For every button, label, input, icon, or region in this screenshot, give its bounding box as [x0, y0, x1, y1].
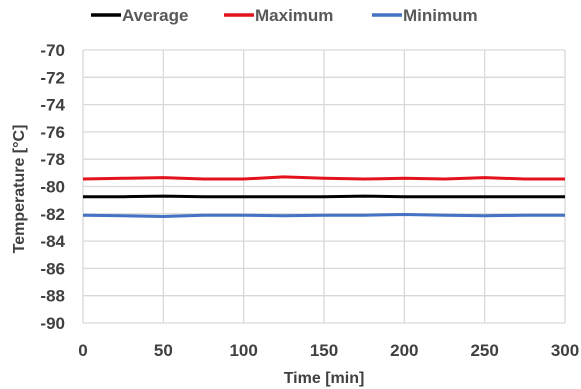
- x-tick-label: 0: [78, 341, 87, 360]
- x-tick-label: 250: [470, 341, 498, 360]
- y-tick-label: -84: [40, 232, 65, 251]
- y-tick-label: -74: [40, 96, 65, 115]
- legend-label-maximum: Maximum: [255, 6, 333, 25]
- chart-grid: [82, 49, 566, 324]
- x-axis-title: Time [min]: [284, 370, 365, 387]
- y-tick-label: -88: [40, 287, 65, 306]
- x-tick-label: 150: [310, 341, 338, 360]
- x-tick-label: 300: [551, 341, 579, 360]
- y-axis-title: Temperature [°C]: [11, 125, 28, 254]
- y-tick-label: -90: [40, 314, 65, 333]
- series-line-maximum: [82, 175, 565, 181]
- y-tick-label: -80: [40, 178, 65, 197]
- x-tick-label: 100: [229, 341, 257, 360]
- y-tick-label: -72: [40, 68, 65, 87]
- x-tick-label: 50: [154, 341, 173, 360]
- y-tick-label: -76: [40, 123, 65, 142]
- legend-label-average: Average: [122, 6, 188, 25]
- chart-legend: Average Maximum Minimum: [91, 6, 478, 25]
- y-tick-label: -70: [40, 41, 65, 60]
- y-tick-label: -86: [40, 259, 65, 278]
- y-tick-label: -82: [40, 205, 65, 224]
- legend-label-minimum: Minimum: [403, 6, 478, 25]
- chart-series: [82, 175, 565, 218]
- y-tick-label: -78: [40, 150, 65, 169]
- series-line-average: [83, 194, 565, 199]
- series-line-minimum: [82, 213, 565, 218]
- x-tick-label: 200: [390, 341, 418, 360]
- x-axis-tick-labels: 0 50 100 150 200 250 300: [78, 341, 579, 360]
- y-axis-tick-labels: -70 -72 -74 -76 -78 -80 -82 -84 -86 -88 -90: [40, 41, 65, 333]
